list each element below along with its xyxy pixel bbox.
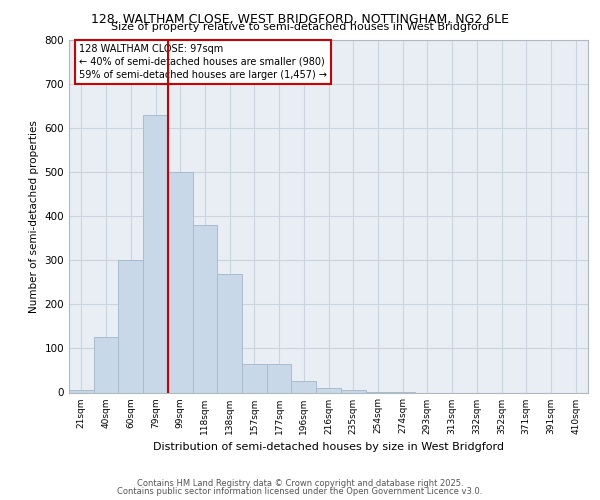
Text: 128, WALTHAM CLOSE, WEST BRIDGFORD, NOTTINGHAM, NG2 6LE: 128, WALTHAM CLOSE, WEST BRIDGFORD, NOTT… (91, 12, 509, 26)
Bar (193, 225, 217, 392)
Bar (341, 390, 365, 392)
Bar (316, 388, 341, 392)
Bar (168, 172, 193, 392)
Bar (217, 274, 242, 392)
Bar (242, 364, 267, 392)
Text: Contains public sector information licensed under the Open Government Licence v3: Contains public sector information licen… (118, 487, 482, 496)
Bar (143, 115, 168, 392)
Text: Contains HM Land Registry data © Crown copyright and database right 2025.: Contains HM Land Registry data © Crown c… (137, 478, 463, 488)
Text: 128 WALTHAM CLOSE: 97sqm
← 40% of semi-detached houses are smaller (980)
59% of : 128 WALTHAM CLOSE: 97sqm ← 40% of semi-d… (79, 44, 328, 80)
Bar (267, 364, 292, 392)
Bar (94, 338, 118, 392)
Bar (292, 382, 316, 392)
Bar (118, 260, 143, 392)
Y-axis label: Number of semi-detached properties: Number of semi-detached properties (29, 120, 39, 312)
X-axis label: Distribution of semi-detached houses by size in West Bridgford: Distribution of semi-detached houses by … (153, 442, 504, 452)
Text: Size of property relative to semi-detached houses in West Bridgford: Size of property relative to semi-detach… (111, 22, 489, 32)
Bar (69, 390, 94, 392)
